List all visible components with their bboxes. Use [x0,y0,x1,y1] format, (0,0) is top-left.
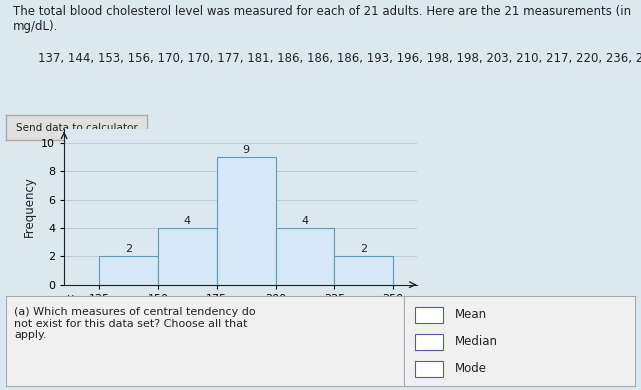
FancyBboxPatch shape [415,334,443,350]
Text: 2: 2 [360,244,367,254]
Bar [335,256,393,285]
Text: 9: 9 [243,145,250,155]
Text: The total blood cholesterol level was measured for each of 21 adults. Here are t: The total blood cholesterol level was me… [13,5,631,34]
Text: 4: 4 [184,216,191,226]
Bar [217,157,276,285]
Text: //: // [65,293,73,306]
Y-axis label: Frequency: Frequency [22,176,35,237]
Text: 4: 4 [301,216,308,226]
FancyBboxPatch shape [415,361,443,377]
X-axis label: Cholesterol level (in mg/dL): Cholesterol level (in mg/dL) [163,309,317,319]
Text: 2: 2 [125,244,132,254]
FancyBboxPatch shape [415,307,443,323]
Text: Mean: Mean [454,308,487,321]
Text: (a) Which measures of central tendency do
not exist for this data set? Choose al: (a) Which measures of central tendency d… [14,307,256,340]
Bar [158,228,217,285]
Text: Median: Median [454,335,497,348]
Text: 137, 144, 153, 156, 170, 170, 177, 181, 186, 186, 186, 193, 196, 198, 198, 203, : 137, 144, 153, 156, 170, 170, 177, 181, … [38,52,641,66]
Bar [276,228,335,285]
Text: Mode: Mode [454,362,487,375]
Text: Send data to calculator: Send data to calculator [16,123,138,133]
Bar [99,256,158,285]
